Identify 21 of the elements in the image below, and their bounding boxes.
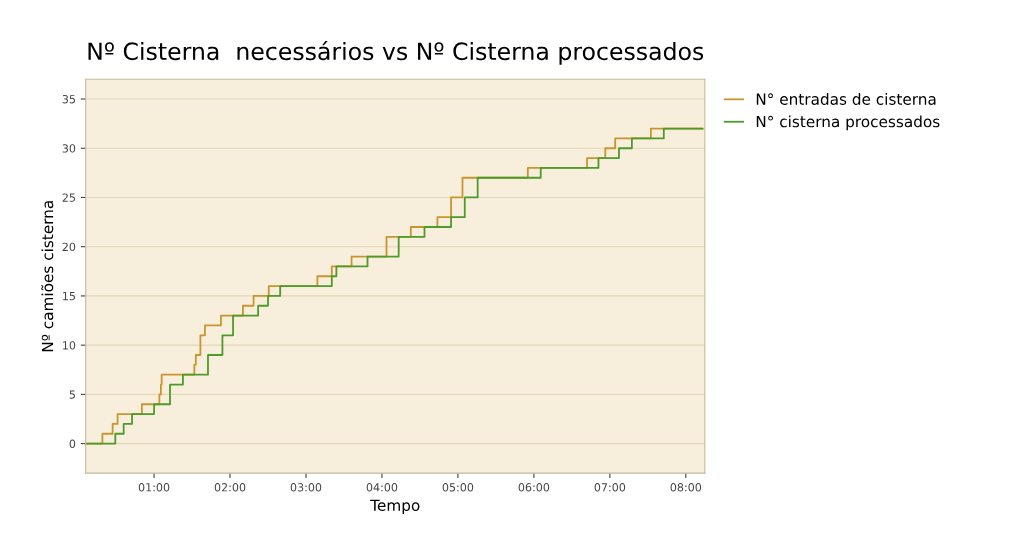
y-tick-label: 10 xyxy=(63,341,76,350)
x-tick-label: 04:00 xyxy=(366,483,398,492)
y-tick-label: 35 xyxy=(62,94,75,104)
y-tick-label: 30 xyxy=(62,144,76,153)
x-tick-label: 08:00 xyxy=(670,483,702,492)
chart-title: Nº Cisterna necessários vs Nº Cisterna processados xyxy=(88,40,704,65)
x-axis-title: Tempo xyxy=(370,499,420,514)
y-tick-label: 15 xyxy=(63,292,75,301)
x-tick-label: 03:00 xyxy=(290,483,322,492)
y-axis-title: Nº camiões cisterna xyxy=(41,201,54,352)
y-tick-label: 0 xyxy=(69,439,76,448)
x-tick-label: 01:00 xyxy=(138,483,170,492)
x-tick-label: 07:00 xyxy=(594,483,626,492)
y-tick-label: 25 xyxy=(62,193,75,202)
y-tick-label: 5 xyxy=(69,390,75,399)
x-tick-label: 06:00 xyxy=(518,483,550,492)
legend-label: N° cisterna processados xyxy=(756,115,940,131)
legend-label: N° entradas de cisterna xyxy=(756,93,936,105)
x-tick-label: 02:00 xyxy=(214,483,246,492)
y-tick-label: 20 xyxy=(62,242,76,252)
x-tick-label: 05:00 xyxy=(442,483,474,492)
